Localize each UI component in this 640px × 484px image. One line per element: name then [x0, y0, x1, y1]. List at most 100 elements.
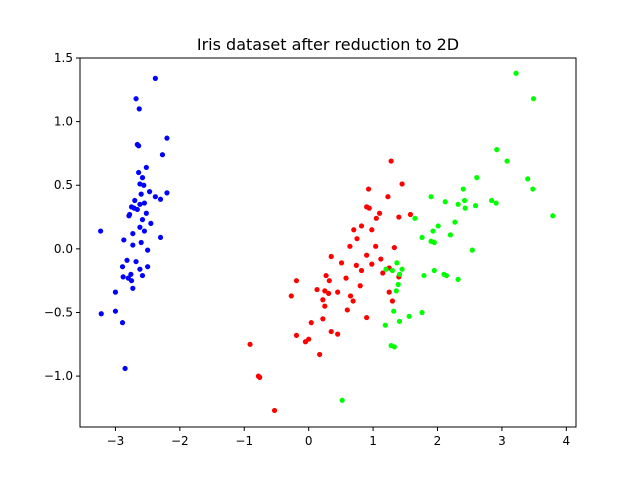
- data-point: [380, 270, 386, 276]
- data-point: [419, 234, 425, 241]
- data-point: [288, 293, 294, 299]
- data-point: [157, 196, 164, 202]
- plot-frame: [79, 57, 577, 428]
- data-point: [139, 217, 146, 223]
- data-point: [407, 211, 414, 218]
- data-point: [247, 341, 253, 347]
- x-tick-label: −2: [171, 434, 189, 448]
- data-point: [351, 227, 357, 233]
- data-point: [130, 242, 136, 248]
- data-point: [145, 264, 151, 270]
- data-point: [550, 213, 556, 219]
- data-point: [431, 239, 437, 246]
- data-point: [134, 206, 140, 213]
- data-point: [143, 210, 149, 216]
- data-point: [136, 143, 142, 149]
- x-tick-label: 2: [434, 434, 442, 448]
- data-point: [462, 205, 468, 211]
- data-point: [328, 328, 334, 335]
- data-point: [399, 181, 405, 187]
- data-point: [152, 194, 158, 200]
- data-point: [525, 176, 531, 182]
- data-point: [369, 261, 375, 267]
- data-point: [358, 223, 365, 229]
- data-point: [435, 223, 441, 229]
- data-point: [320, 297, 326, 303]
- data-point: [386, 289, 392, 295]
- data-point: [128, 278, 135, 284]
- y-axis: −1.0 −0.5 0.0 0.5 1.0 1.5: [44, 51, 80, 383]
- data-point: [461, 197, 468, 204]
- data-point: [126, 213, 132, 219]
- data-point: [326, 278, 332, 284]
- data-point: [148, 220, 154, 227]
- data-point: [159, 152, 166, 158]
- data-point: [385, 194, 391, 200]
- data-point: [474, 175, 480, 181]
- x-tick-label: 1: [369, 434, 377, 448]
- data-point: [328, 253, 334, 260]
- data-point: [98, 311, 104, 317]
- data-point: [152, 75, 158, 81]
- data-point: [350, 298, 356, 304]
- data-point: [394, 260, 400, 266]
- x-tick-label: 0: [305, 434, 313, 448]
- data-point: [389, 298, 396, 304]
- data-point: [443, 272, 450, 279]
- data-point: [399, 266, 405, 272]
- data-point: [366, 205, 372, 211]
- data-point: [412, 215, 418, 221]
- data-point: [138, 191, 144, 197]
- data-point: [128, 271, 134, 277]
- y-tick-label: 1.0: [54, 115, 73, 129]
- data-point: [455, 276, 461, 282]
- data-point: [326, 290, 332, 296]
- data-point: [139, 175, 146, 181]
- data-point: [120, 274, 126, 280]
- data-point: [137, 224, 143, 230]
- data-point: [493, 200, 499, 206]
- data-point: [322, 303, 328, 309]
- data-point: [138, 239, 144, 246]
- data-point: [308, 320, 314, 326]
- data-point: [396, 318, 403, 324]
- data-point: [442, 199, 448, 205]
- data-point: [112, 289, 119, 295]
- x-axis: −3 −2 −1 0 1 2 3 4: [107, 427, 571, 448]
- x-tick-label: −1: [235, 434, 253, 448]
- data-point: [428, 194, 434, 200]
- data-point: [141, 200, 148, 206]
- data-point: [317, 351, 323, 358]
- data-point: [257, 374, 263, 380]
- data-point: [494, 147, 500, 153]
- data-point: [343, 275, 349, 281]
- data-point: [146, 189, 153, 195]
- data-point: [112, 308, 119, 314]
- data-point: [119, 320, 126, 326]
- x-tick-label: 3: [498, 434, 506, 448]
- data-point: [157, 234, 164, 241]
- chart-title: Iris dataset after reduction to 2D: [197, 35, 459, 54]
- data-point: [344, 307, 350, 313]
- data-point: [391, 344, 397, 350]
- data-point: [139, 272, 146, 279]
- data-point: [293, 332, 300, 338]
- data-point: [364, 252, 370, 258]
- data-point: [335, 289, 341, 295]
- data-point: [530, 186, 536, 192]
- data-point: [421, 272, 427, 279]
- plot-points: [98, 70, 556, 414]
- data-point: [136, 169, 142, 176]
- data-point: [455, 201, 461, 207]
- data-point: [388, 158, 394, 164]
- data-point: [382, 322, 388, 328]
- data-point: [452, 219, 458, 225]
- x-tick-label: 4: [563, 434, 571, 448]
- data-point: [119, 264, 126, 270]
- data-point: [335, 331, 341, 337]
- data-point: [530, 96, 537, 102]
- data-point: [430, 228, 436, 234]
- data-point: [396, 271, 403, 277]
- data-point: [347, 293, 354, 299]
